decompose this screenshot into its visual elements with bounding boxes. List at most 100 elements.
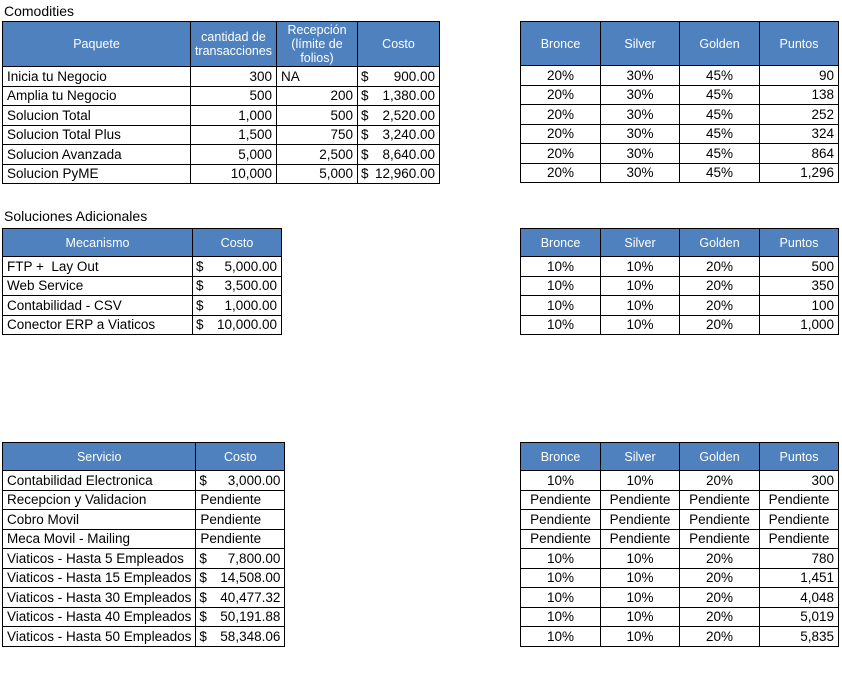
bronce-cell: 10%: [520, 314, 601, 335]
currency-symbol: $: [196, 258, 204, 274]
bronce-cell: 20%: [520, 143, 601, 164]
cost-cell: $8,640.00: [357, 144, 440, 165]
cost-cell: $10,000.00: [192, 314, 282, 335]
puntos-cell: 252: [759, 104, 839, 125]
golden-cell: 45%: [679, 143, 760, 164]
column-header-puntos: Puntos: [759, 442, 839, 471]
golden-cell: 45%: [679, 84, 760, 105]
puntos-cell: 864: [759, 143, 839, 164]
amount-value: 1,000.00: [224, 297, 277, 313]
folios-cell: 500: [276, 105, 358, 126]
table-row: Viaticos - Hasta 40 Empleados $50,191.88: [1, 606, 286, 627]
column-header-golden: Golden: [679, 228, 760, 257]
golden-cell: 20%: [679, 275, 760, 296]
table-row: 20% 30% 45% 1,296: [520, 162, 839, 183]
amount-value: 3,500.00: [224, 278, 277, 294]
silver-cell: 10%: [600, 275, 680, 296]
column-header-mecanismo: Mecanismo: [2, 228, 193, 257]
package-name-cell: Inicia tu Negocio: [2, 66, 191, 87]
table-row: Solucion Total Plus 1,500 750 $3,240.00: [2, 124, 440, 145]
column-header-puntos: Puntos: [759, 228, 839, 257]
bronce-cell: 20%: [520, 162, 601, 183]
table-row: Solucion Avanzada 5,000 2,500 $8,640.00: [2, 144, 440, 165]
golden-cell: 45%: [679, 65, 760, 86]
package-name-cell: Solucion Avanzada: [2, 144, 191, 165]
table-row: 10% 10% 20% 350: [520, 275, 839, 296]
silver-cell: 10%: [600, 626, 680, 647]
golden-cell: Pendiente: [679, 528, 760, 549]
silver-cell: 10%: [600, 256, 680, 277]
service-name-cell: Viaticos - Hasta 15 Empleados: [1, 567, 197, 588]
cost-cell: $2,520.00: [357, 105, 440, 126]
transactions-cell: 1,000: [190, 105, 277, 126]
puntos-cell: 324: [759, 123, 839, 144]
cost-cell: $58,348.06: [195, 626, 286, 647]
table-row: Web Service $3,500.00: [2, 275, 282, 296]
currency-symbol: $: [199, 472, 207, 488]
bronce-cell: 20%: [520, 84, 601, 105]
puntos-cell: 1,296: [759, 162, 839, 183]
puntos-cell: 90: [759, 65, 839, 86]
golden-cell: 20%: [679, 548, 760, 569]
golden-cell: 20%: [679, 470, 760, 491]
table-row: Inicia tu Negocio 300 NA $900.00: [2, 66, 440, 87]
service-name-cell: Viaticos - Hasta 5 Empleados: [1, 548, 197, 569]
column-header-costo: Costo: [357, 21, 440, 67]
silver-cell: 30%: [600, 143, 680, 164]
service-name-cell: Viaticos - Hasta 30 Empleados: [1, 587, 197, 608]
golden-cell: 20%: [679, 295, 760, 316]
silver-cell: Pendiente: [600, 509, 680, 530]
mechanism-name-cell: Conector ERP a Viaticos: [2, 314, 193, 335]
folios-cell: NA: [276, 66, 358, 87]
currency-symbol: $: [196, 278, 204, 294]
silver-cell: 10%: [600, 314, 680, 335]
column-header-bronce: Bronce: [520, 228, 601, 257]
puntos-cell: 1,000: [759, 314, 839, 335]
package-name-cell: Amplia tu Negocio: [2, 85, 191, 106]
service-name-cell: Cobro Movil: [1, 509, 197, 530]
table-row: 10% 10% 20% 780: [520, 548, 839, 569]
servicios-table: Servicio Costo Contabilidad Electronica …: [1, 442, 286, 647]
bronce-cell: 20%: [520, 123, 601, 144]
silver-cell: 30%: [600, 104, 680, 125]
header-row: Paquete cantidad de transacciones Recepc…: [2, 21, 440, 67]
section-title-comodities: Comodities: [4, 3, 75, 19]
golden-cell: Pendiente: [679, 489, 760, 510]
table-row: Solucion PyME 10,000 5,000 $12,960.00: [2, 163, 440, 184]
golden-cell: 20%: [679, 314, 760, 335]
golden-cell: 20%: [679, 606, 760, 627]
soluciones-tiers-table: Bronce Silver Golden Puntos 10% 10% 20% …: [520, 228, 839, 335]
cost-cell: $3,240.00: [357, 124, 440, 145]
cost-cell: $7,800.00: [195, 548, 286, 569]
golden-cell: 20%: [679, 256, 760, 277]
currency-symbol: $: [361, 146, 369, 162]
folios-cell: 200: [276, 85, 358, 106]
cost-cell: $1,380.00: [357, 85, 440, 106]
column-header-paquete: Paquete: [2, 21, 191, 67]
table-row: Recepcion y Validacion Pendiente: [1, 489, 286, 510]
puntos-cell: 5,835: [759, 626, 839, 647]
currency-symbol: $: [361, 107, 369, 123]
column-header-silver: Silver: [600, 228, 680, 257]
soluciones-adicionales-table: Mecanismo Costo FTP + Lay Out $5,000.00 …: [2, 228, 282, 335]
cost-cell: $1,000.00: [192, 295, 282, 316]
puntos-cell: 1,451: [759, 567, 839, 588]
servicios-tiers-table: Bronce Silver Golden Puntos 10% 10% 20% …: [520, 442, 839, 647]
bronce-cell: Pendiente: [520, 509, 601, 530]
silver-cell: Pendiente: [600, 528, 680, 549]
column-header-costo: Costo: [195, 442, 286, 471]
package-name-cell: Solucion Total Plus: [2, 124, 191, 145]
currency-symbol: $: [196, 297, 204, 313]
bronce-cell: Pendiente: [520, 489, 601, 510]
transactions-cell: 10,000: [190, 163, 277, 184]
cost-cell: $900.00: [357, 66, 440, 87]
bronce-cell: 10%: [520, 606, 601, 627]
table-row: Viaticos - Hasta 30 Empleados $40,477.32: [1, 587, 286, 608]
mechanism-name-cell: Contabilidad - CSV: [2, 295, 193, 316]
silver-cell: Pendiente: [600, 489, 680, 510]
bronce-cell: 10%: [520, 295, 601, 316]
table-row: 10% 10% 20% 500: [520, 256, 839, 277]
cost-cell: $50,191.88: [195, 606, 286, 627]
column-header-cantidad-transacciones: cantidad de transacciones: [190, 21, 277, 67]
